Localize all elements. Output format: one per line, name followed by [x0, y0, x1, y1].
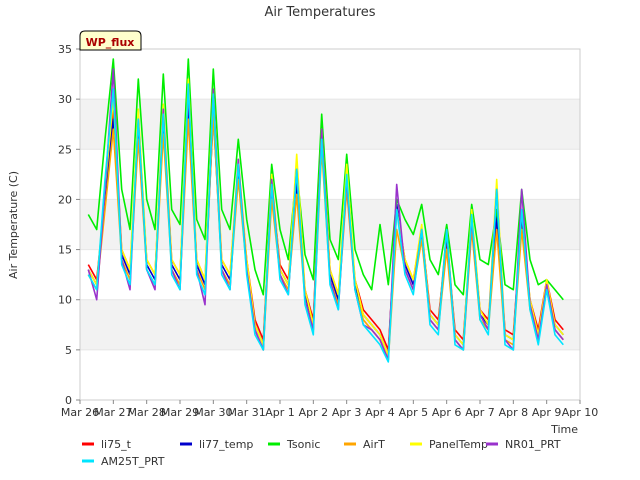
y-tick-label: 30 — [58, 93, 72, 106]
y-tick-label: 25 — [58, 143, 72, 156]
x-tick-label: Mar 27 — [94, 406, 132, 419]
plot-area — [79, 48, 581, 401]
x-axis-label: Time — [550, 423, 578, 436]
legend: li75_t li77_temp Tsonic AirT PanelTemp NR01_P… — [82, 438, 561, 468]
series-line-am25t-prt — [87, 83, 564, 363]
x-tick-label: Apr 3 — [332, 406, 362, 419]
x-tick-label: Apr 5 — [399, 406, 429, 419]
legend-label: AirT — [363, 438, 385, 451]
legend-label: AM25T_PRT — [101, 455, 165, 468]
x-tick-label: Apr 8 — [499, 406, 529, 419]
x-tick-label: Apr 9 — [532, 406, 562, 419]
y-tick-label: 0 — [65, 394, 72, 407]
y-tick-label: 15 — [58, 244, 72, 257]
grid-band — [80, 99, 580, 150]
y-axis-label: Air Temperature (C) — [7, 171, 20, 279]
x-tick-label: Apr 1 — [265, 406, 295, 419]
x-tick-label: Apr 2 — [299, 406, 329, 419]
site-badge: WP_flux — [79, 30, 142, 51]
x-tick-label: Apr 10 — [562, 406, 599, 419]
legend-label: PanelTemp — [429, 438, 488, 451]
y-tick-label: 35 — [58, 43, 72, 56]
y-tick-label: 10 — [58, 294, 72, 307]
x-tick-label: Apr 7 — [465, 406, 495, 419]
y-axis: 0 5 10 15 20 25 30 35 — [58, 43, 80, 407]
y-tick-label: 5 — [65, 344, 72, 357]
x-tick-label: Mar 29 — [161, 406, 199, 419]
site-badge-label: WP_flux — [86, 36, 135, 49]
series-line-tsonic — [87, 58, 564, 301]
legend-label: NR01_PRT — [505, 438, 561, 451]
legend-label: li75_t — [101, 438, 132, 451]
x-tick-label: Mar 26 — [61, 406, 99, 419]
chart-title: Air Temperatures — [264, 5, 375, 20]
x-tick-label: Apr 4 — [365, 406, 395, 419]
x-tick-label: Mar 31 — [228, 406, 266, 419]
grid-band — [80, 299, 580, 350]
x-tick-label: Mar 30 — [194, 406, 232, 419]
x-tick-label: Mar 28 — [128, 406, 166, 419]
site-badge-box — [79, 30, 142, 51]
legend-label: Tsonic — [286, 438, 320, 451]
x-tick-label: Apr 6 — [432, 406, 462, 419]
series-layer — [87, 58, 564, 363]
plot-border — [79, 48, 581, 401]
legend-label: li77_temp — [199, 438, 253, 451]
y-tick-label: 20 — [58, 193, 72, 206]
